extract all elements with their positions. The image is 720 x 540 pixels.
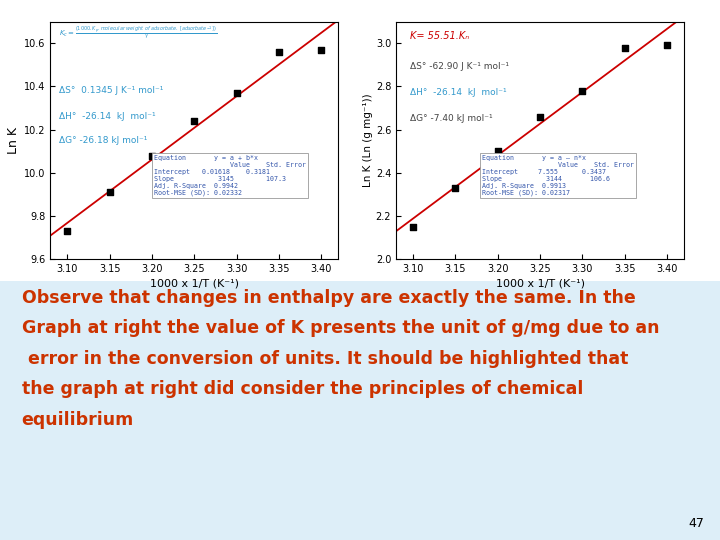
Text: K= 55.51.Kₙ: K= 55.51.Kₙ — [410, 31, 469, 41]
Text: ΔG° -7.40 kJ mol⁻¹: ΔG° -7.40 kJ mol⁻¹ — [410, 114, 493, 123]
X-axis label: 1000 x 1/T (K⁻¹): 1000 x 1/T (K⁻¹) — [150, 278, 239, 288]
Text: Observe that changes in enthalpy are exactly the same. In the
Graph at right the: Observe that changes in enthalpy are exa… — [22, 288, 659, 429]
Point — [534, 112, 546, 121]
X-axis label: 1000 x 1/T (K⁻¹): 1000 x 1/T (K⁻¹) — [495, 278, 585, 288]
Text: 47: 47 — [688, 517, 704, 530]
Text: ΔH°  -26.14  kJ  mol⁻¹: ΔH° -26.14 kJ mol⁻¹ — [410, 88, 507, 97]
Point — [492, 147, 503, 156]
Point — [315, 45, 327, 54]
Point — [661, 41, 672, 50]
Point — [274, 48, 285, 56]
Text: Equation       y = a – n*x
                   Value    Std. Error
Intercept     : Equation y = a – n*x Value Std. Error In… — [482, 154, 634, 196]
Y-axis label: Ln K (Ln (g mg⁻¹)): Ln K (Ln (g mg⁻¹)) — [363, 93, 373, 187]
Point — [408, 222, 419, 231]
Point — [104, 188, 115, 197]
Text: ΔH°  -26.14  kJ  mol⁻¹: ΔH° -26.14 kJ mol⁻¹ — [59, 112, 156, 121]
Text: $K_c=\frac{(1000.K_p.molecular\ weight\ of\ adsorbate.\ [adsorbate^{-1}])}{\gamm: $K_c=\frac{(1000.K_p.molecular\ weight\ … — [59, 25, 217, 42]
Point — [577, 86, 588, 95]
Point — [189, 117, 200, 125]
Point — [62, 227, 73, 235]
Text: ΔG° -26.18 kJ mol⁻¹: ΔG° -26.18 kJ mol⁻¹ — [59, 136, 148, 145]
Y-axis label: Ln K: Ln K — [7, 127, 20, 154]
Point — [449, 184, 461, 192]
Point — [619, 43, 631, 52]
Point — [231, 89, 243, 97]
Text: ΔS° -62.90 J K⁻¹ mol⁻¹: ΔS° -62.90 J K⁻¹ mol⁻¹ — [410, 62, 510, 71]
Point — [146, 151, 158, 160]
Text: ΔS°  0.1345 J K⁻¹ mol⁻¹: ΔS° 0.1345 J K⁻¹ mol⁻¹ — [59, 86, 163, 94]
Text: Equation       y = a + b*x
                   Value    Std. Error
Intercept   0.: Equation y = a + b*x Value Std. Error In… — [154, 154, 306, 196]
